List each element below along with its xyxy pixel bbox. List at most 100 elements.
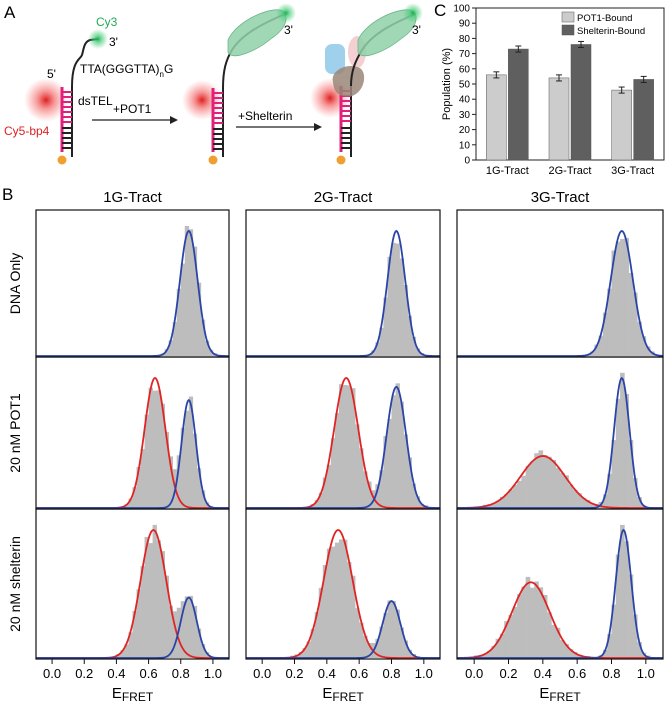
histogram-bar bbox=[310, 628, 316, 658]
histogram-bar bbox=[172, 611, 178, 658]
histogram-bar bbox=[347, 562, 352, 658]
histogram-bar bbox=[534, 453, 539, 508]
dna-rungs-dark-3 bbox=[341, 127, 351, 149]
x-tick-label: 0.2 bbox=[499, 666, 517, 681]
histogram-bar bbox=[387, 600, 392, 658]
histogram-bar bbox=[347, 385, 352, 508]
histogram-bar bbox=[180, 601, 186, 658]
histogram-bar bbox=[318, 587, 324, 658]
three-prime-label-3: 3' bbox=[412, 23, 421, 37]
legend-swatch bbox=[561, 11, 575, 23]
y-tick-label: 60 bbox=[459, 64, 471, 75]
histogram-bar bbox=[525, 576, 531, 658]
histogram-bar bbox=[322, 477, 328, 508]
histogram-bar bbox=[200, 490, 206, 508]
histogram-bar bbox=[302, 647, 307, 658]
histogram-bar bbox=[504, 494, 509, 508]
histogram-bar bbox=[355, 608, 360, 658]
histogram-bar bbox=[196, 628, 202, 658]
histogram-bar bbox=[411, 483, 417, 508]
histogram-bar bbox=[395, 383, 400, 508]
histogram-bar bbox=[620, 238, 625, 356]
histogram-bar bbox=[403, 640, 408, 658]
histogram-bar bbox=[391, 242, 396, 356]
gaussian-fit-blue bbox=[457, 376, 663, 509]
histogram-bar bbox=[318, 492, 324, 508]
histogram-bar bbox=[343, 539, 348, 658]
cell-frame bbox=[35, 508, 230, 660]
histogram-bar bbox=[620, 372, 625, 508]
x-axis-label: EFRET bbox=[539, 685, 581, 703]
histogram-bar bbox=[152, 390, 157, 508]
histogram-bar bbox=[572, 651, 578, 658]
histogram-bar bbox=[172, 322, 178, 356]
histogram-bar bbox=[144, 414, 149, 508]
histogram-bar bbox=[184, 596, 190, 658]
y-tick-label: 0 bbox=[464, 156, 470, 167]
y-tick-label: 50 bbox=[459, 80, 471, 91]
histogram-bar bbox=[156, 390, 161, 508]
x-category-label: 2G-Tract bbox=[549, 165, 592, 177]
dna-rungs-dark-2 bbox=[213, 128, 223, 150]
histogram-bar bbox=[391, 600, 396, 658]
histogram-bar bbox=[204, 652, 210, 658]
x-tick-label: 1.0 bbox=[637, 666, 655, 681]
histogram-bar bbox=[330, 546, 336, 658]
gaussian-fit-red bbox=[456, 455, 663, 509]
histogram-bar bbox=[551, 624, 557, 658]
histogram-bar bbox=[628, 439, 634, 508]
histogram-bar bbox=[180, 263, 186, 356]
legend-swatch bbox=[561, 24, 575, 36]
histogram-bar bbox=[415, 496, 421, 508]
histogram-bar bbox=[534, 581, 539, 658]
x-tick-label: 0.2 bbox=[75, 666, 93, 681]
histogram-bar bbox=[581, 497, 587, 508]
histogram-bar bbox=[168, 605, 174, 658]
histogram-bar bbox=[196, 282, 202, 356]
x-category-label: 1G-Tract bbox=[486, 165, 529, 177]
histogram-bar bbox=[508, 614, 514, 658]
panel-b-label: B bbox=[2, 185, 13, 204]
histogram-cell-r2-c1 bbox=[245, 508, 441, 660]
cy3-label: Cy3 bbox=[96, 15, 118, 29]
gaussian-fit-blue bbox=[457, 230, 664, 357]
histogram-bar bbox=[196, 468, 202, 508]
histogram-bar bbox=[132, 487, 137, 508]
histogram-bar bbox=[607, 473, 612, 508]
histogram-bar bbox=[371, 350, 376, 356]
histogram-bar bbox=[188, 595, 194, 658]
arrow-shelterin-head bbox=[314, 123, 322, 131]
row-label: 20 nM POT1 bbox=[7, 393, 23, 473]
histogram-bar bbox=[192, 605, 198, 658]
histogram-bar bbox=[624, 393, 629, 508]
dna-rungs-2 bbox=[213, 92, 223, 124]
dstel-label: dsTEL bbox=[78, 94, 113, 108]
panel-a: A Cy3 3' 5' TTA(GGGTTA)nG bbox=[4, 3, 423, 165]
histogram-bar bbox=[602, 312, 608, 356]
histogram-bar bbox=[383, 612, 388, 658]
x-tick-label: 0.6 bbox=[350, 666, 368, 681]
x-category-label: 3G-Tract bbox=[611, 165, 654, 177]
histogram-bar bbox=[204, 340, 210, 356]
histogram-bar bbox=[383, 436, 388, 508]
cy3-glow-3 bbox=[403, 3, 423, 23]
histogram-cell-r2-c2 bbox=[456, 508, 664, 660]
histogram-bar bbox=[180, 427, 186, 508]
histogram-bar bbox=[521, 586, 526, 658]
y-tick-label: 10 bbox=[459, 140, 471, 151]
histogram-bar bbox=[120, 650, 125, 658]
histogram-bar bbox=[641, 336, 647, 356]
three-prime-label-2: 3' bbox=[284, 23, 293, 37]
x-tick-label: 0.2 bbox=[285, 666, 303, 681]
x-tick-label: 0.8 bbox=[382, 666, 400, 681]
histogram-bar bbox=[164, 349, 169, 356]
y-tick-label: 100 bbox=[453, 4, 470, 15]
sequence-label: TTA(GGGTTA)nG bbox=[80, 62, 173, 79]
histogram-bar bbox=[645, 346, 651, 356]
histogram-bar bbox=[637, 497, 642, 508]
histogram-bar bbox=[487, 504, 492, 508]
histogram-bar bbox=[615, 554, 621, 658]
histogram-bar bbox=[383, 297, 388, 356]
bar-pot1-bound-2 bbox=[611, 89, 632, 161]
histogram-bar bbox=[590, 503, 595, 508]
